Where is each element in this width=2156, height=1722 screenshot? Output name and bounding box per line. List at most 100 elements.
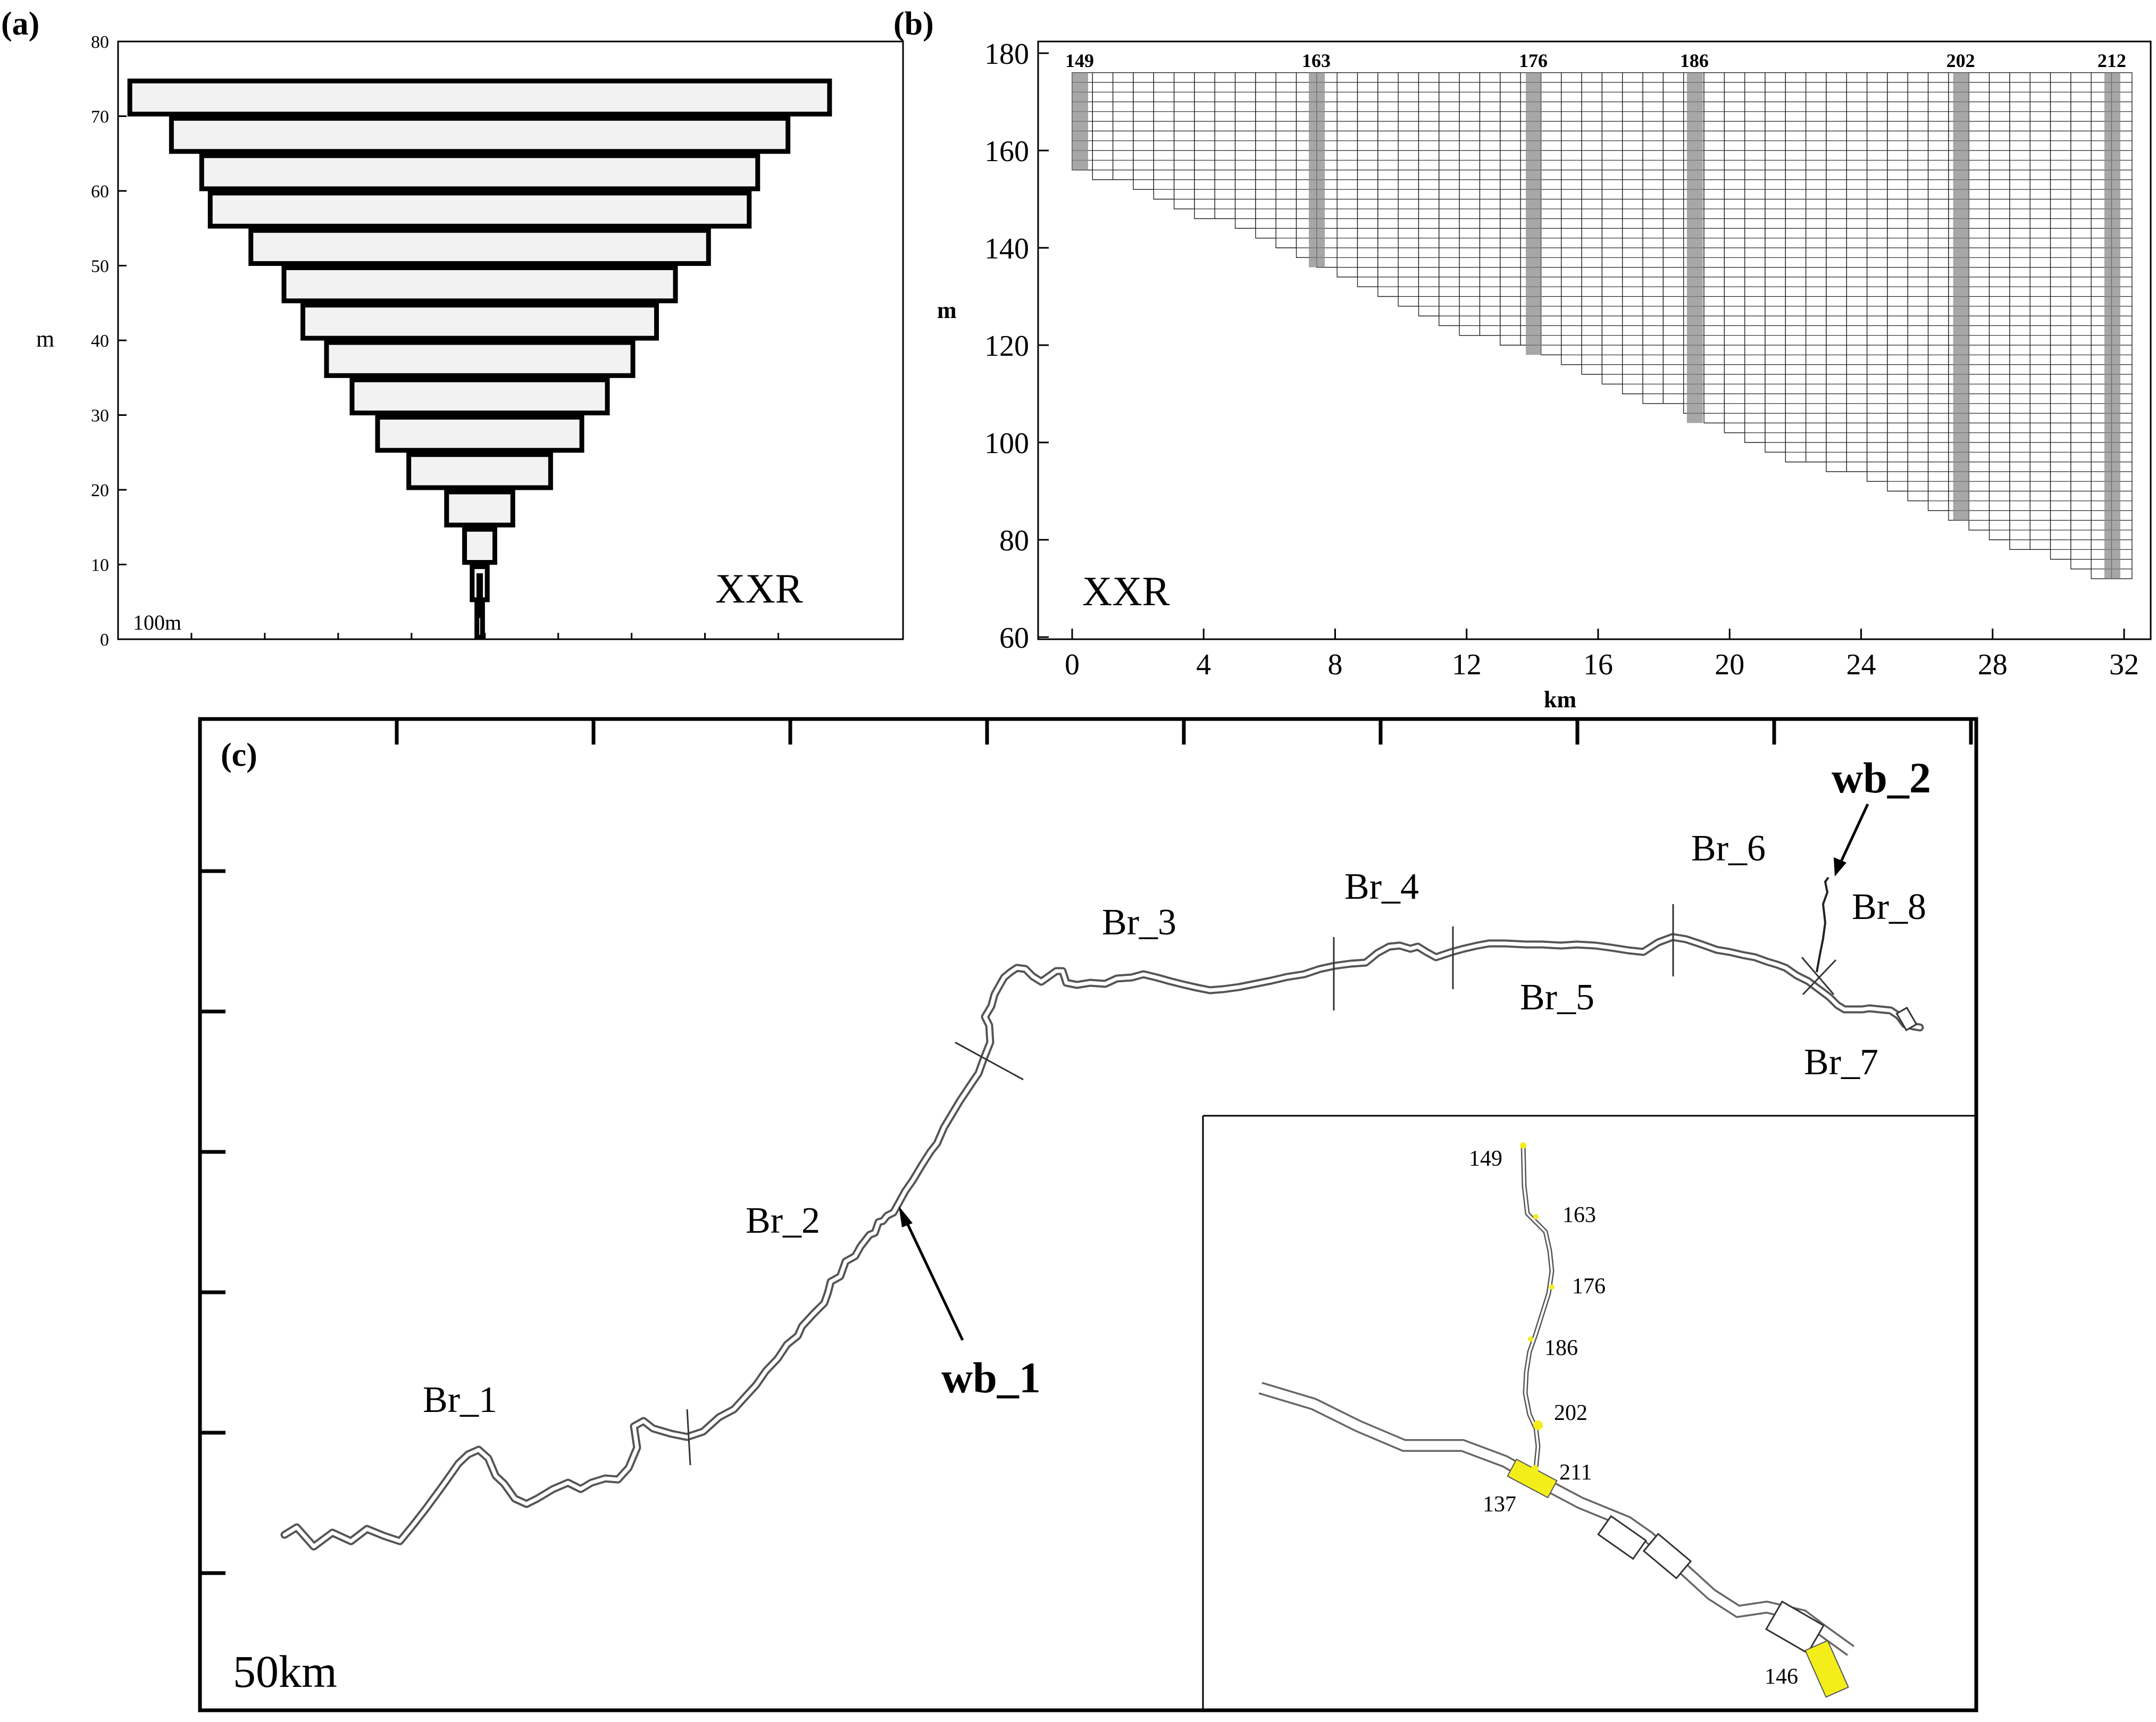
panel-b-x-tick-label: 0: [1065, 648, 1080, 681]
panel-b-column: [1927, 72, 1949, 511]
panel-a-y-tick-label: 70: [91, 107, 109, 127]
panel-a-layer: [248, 228, 711, 266]
panel-b-x-tick-label: 12: [1452, 648, 1482, 681]
panel-b-x-tick-label: 20: [1715, 648, 1744, 681]
panel-a-y-axis: 0 10 20 30 40 50 60 70 80: [91, 32, 127, 650]
panel-b-column: [1092, 72, 1114, 180]
panel-b-segment-boundaries: [1072, 72, 2120, 579]
panel-a-layer: [199, 153, 761, 191]
branch-label-br4: Br_4: [1344, 866, 1419, 907]
panel-b-y-axis: 60 80 100 120 140 160 180: [984, 38, 1049, 655]
branch-label-br7: Br_7: [1804, 1042, 1878, 1083]
panel-b-column: [1479, 72, 1501, 336]
wb1-arrowhead: [899, 1206, 913, 1227]
panel-b-y-tick-label: 80: [999, 524, 1029, 557]
panel-a-layer: [444, 489, 515, 528]
panel-a-y-tick-label: 30: [91, 406, 109, 426]
wb2-arrow: [1839, 803, 1869, 865]
panel-a-x-ticks: [190, 633, 779, 639]
panel-b-boundary-column: [1686, 72, 1703, 423]
panel-b-x-axis: 0 4 8 12 16 20 24 28 32: [1065, 629, 2139, 681]
branch-label-br6: Br_6: [1691, 828, 1766, 869]
panel-b-column: [2009, 72, 2030, 550]
panel-b-y-tick-label: 140: [984, 232, 1029, 265]
panel-a-y-tick-label: 60: [91, 182, 109, 202]
downstream-outlet-box: [1895, 1006, 1918, 1032]
panel-b-column: [1968, 72, 1990, 531]
panel-b-column: [1826, 72, 1848, 472]
panel-b-column: [1336, 72, 1358, 278]
panel-b-y-tick-label: 120: [984, 330, 1029, 363]
inset-label-149: 149: [1469, 1147, 1502, 1171]
panel-a-layer: [324, 340, 636, 378]
panel-b-x-label: km: [1544, 687, 1576, 713]
panel-b-column: [1255, 72, 1276, 239]
inset-label-211: 211: [1559, 1460, 1592, 1485]
panel-b-reservoir-label: XXR: [1082, 568, 1170, 614]
panel-b-y-label: m: [937, 297, 957, 323]
inset-label-176: 176: [1572, 1274, 1606, 1299]
panel-a-layer: [462, 526, 497, 565]
inset-label-146: 146: [1765, 1665, 1798, 1689]
panel-a: (a) 0 10 20 30 40 50 60 70 80 m 100m XXR: [1, 6, 904, 650]
panel-b-boundary-column: [1526, 72, 1542, 355]
panel-b-column: [2029, 72, 2051, 550]
panel-c-scale-label: 50km: [233, 1646, 337, 1697]
panel-b-column: [1846, 72, 1868, 472]
panel-b-segment-labels: 149 163 176 186 202 212: [1065, 50, 2126, 71]
panel-b-boundary-column: [2104, 72, 2120, 579]
branch-label-br3: Br_3: [1102, 902, 1176, 943]
branch-label-br2: Br_2: [746, 1200, 820, 1241]
panel-b-x-tick-label: 16: [1583, 648, 1613, 681]
panel-a-y-tick-label: 50: [91, 257, 109, 277]
panel-b-x-tick-label: 4: [1196, 648, 1211, 681]
panel-a-y-tick-label: 0: [100, 630, 109, 650]
inset-highlight-146: [1804, 1640, 1849, 1698]
panel-b-x-tick-label: 24: [1846, 648, 1876, 681]
wb1-arrow: [904, 1218, 964, 1341]
panel-a-layer: [207, 190, 752, 229]
panel-b-segment-label: 176: [1519, 50, 1548, 71]
panel-b-column: [2070, 72, 2092, 570]
panel-a-layer: [300, 303, 659, 341]
wb2-arrowhead: [1834, 857, 1846, 876]
panel-c: (c) Br_1 Br_2 Br_3 Br_4 Br_5 Br_6 Br_7 B…: [198, 717, 1978, 1712]
panel-b-segment-label: 149: [1065, 50, 1094, 71]
panel-b-y-tick-label: 180: [984, 38, 1029, 71]
panel-a-axis-unit: m: [36, 326, 54, 352]
panel-a-y-tick-label: 20: [91, 481, 109, 500]
panel-b-segment-label: 163: [1302, 50, 1331, 71]
panel-b-column: [1418, 72, 1440, 316]
inset-label-163: 163: [1562, 1203, 1596, 1227]
panel-a-reservoir-label: XXR: [715, 565, 803, 612]
panel-b-column: [1459, 72, 1481, 336]
panel-b-y-tick-label: 160: [984, 135, 1029, 168]
panel-a-y-tick-label: 40: [91, 331, 109, 351]
panel-b-y-tick-label: 60: [999, 622, 1029, 655]
panel-a-layer: [169, 116, 791, 154]
panel-b-column: [1581, 72, 1603, 375]
panel-b-segment-label: 212: [2097, 50, 2126, 71]
panel-a-scale-label: 100m: [133, 611, 181, 634]
panel-a-layer: [375, 415, 584, 453]
panel-b-column: [1214, 72, 1236, 219]
panel-a-layer: [127, 78, 832, 116]
river-network: [280, 876, 1924, 1551]
panel-c-frame: [198, 717, 1978, 1712]
panel-b-column: [1153, 72, 1175, 200]
inset-label-137: 137: [1483, 1492, 1516, 1517]
panel-b-column: [1112, 72, 1134, 180]
panel-c-ticks: [200, 719, 1973, 1575]
panel-b-column: [1887, 72, 1908, 492]
waterbody-label-wb2: wb_2: [1832, 754, 1931, 802]
panel-b-x-tick-label: 28: [1978, 648, 2008, 681]
panel-c-inset: 149 163 176 186 202 211 137 146: [1202, 1115, 1976, 1710]
inset-label-202: 202: [1554, 1401, 1587, 1425]
panel-b-column: [1377, 72, 1399, 297]
panel-b-column: [1724, 72, 1745, 433]
branch-label-br1: Br_1: [423, 1380, 497, 1420]
panel-b-y-tick-label: 100: [984, 427, 1029, 460]
panel-a-label: (a): [1, 6, 39, 42]
